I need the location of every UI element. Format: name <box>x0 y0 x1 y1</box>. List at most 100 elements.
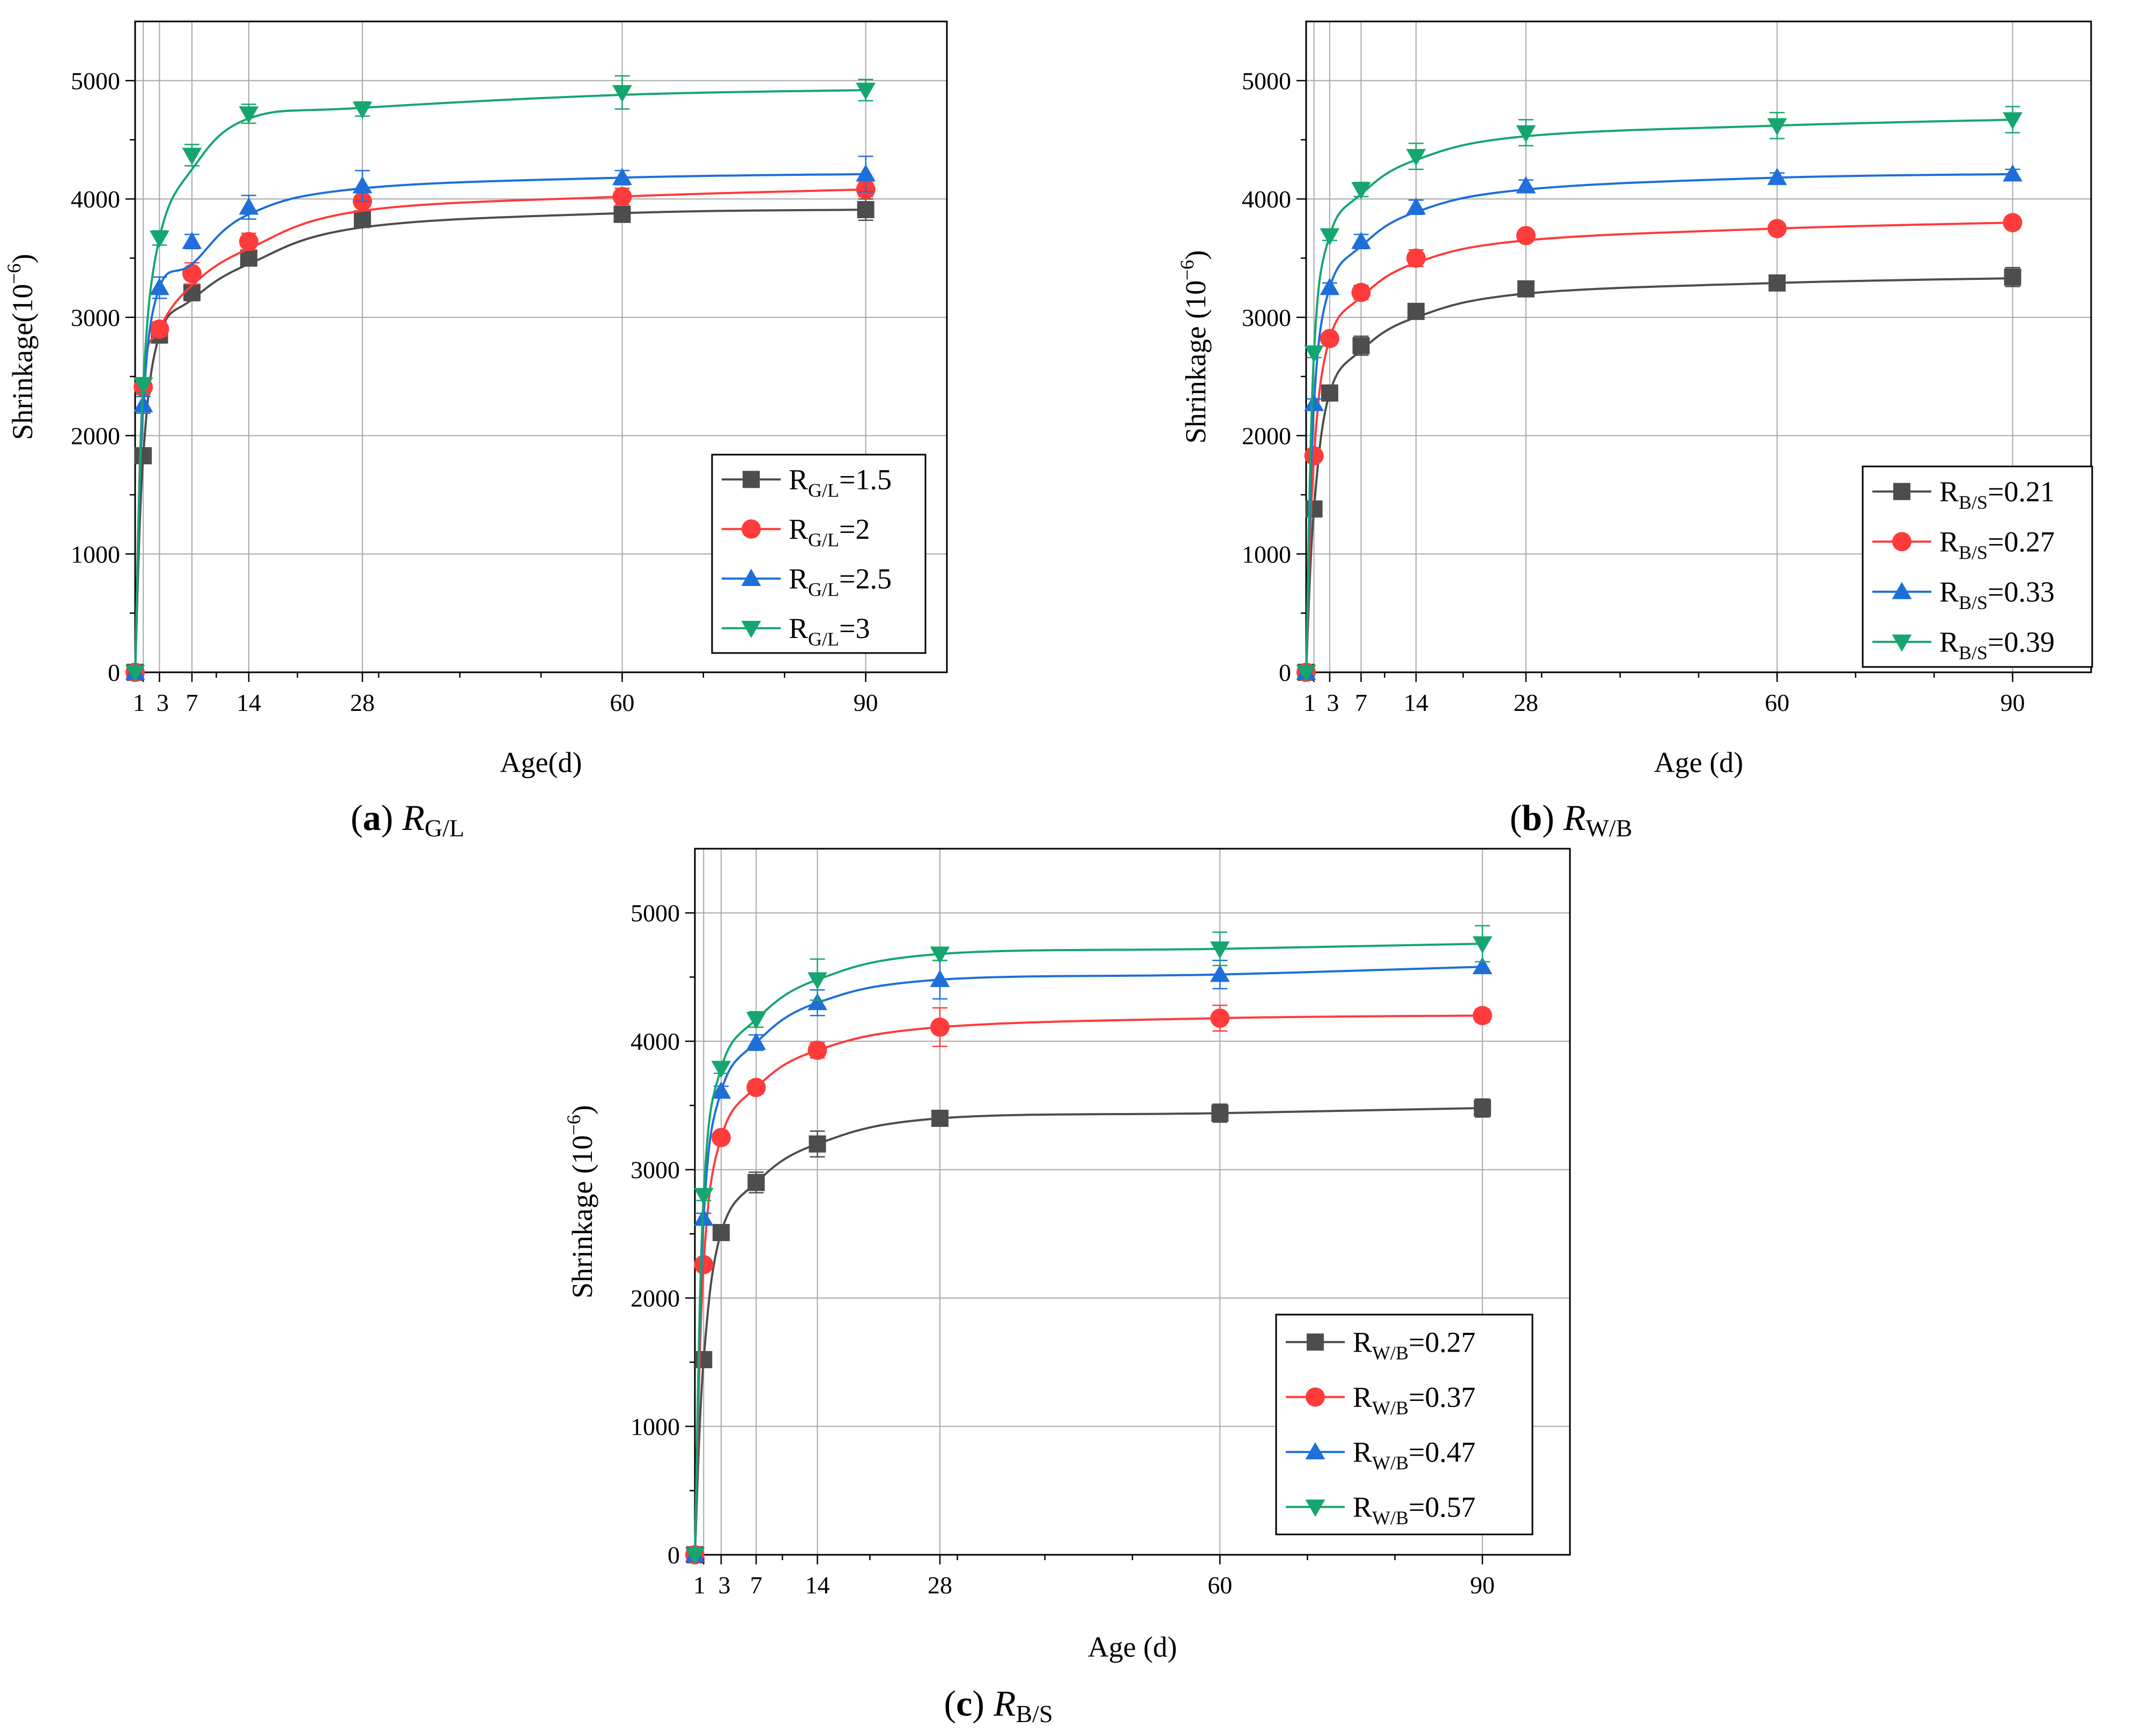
data-point <box>807 972 827 990</box>
x-tick-label: 90 <box>854 689 878 716</box>
legend-label-rest: =0.27 <box>1988 525 2055 558</box>
y-axis-title: Shrinkage (10−6) <box>563 1105 598 1299</box>
legend-label-sub: W/B <box>1372 1397 1409 1419</box>
data-point <box>353 210 371 228</box>
legend-label: RG/L=2 <box>789 513 870 551</box>
legend-marker <box>1893 483 1910 500</box>
x-tick-label: 7 <box>186 689 198 716</box>
data-point <box>711 1127 731 1147</box>
legend-label-sub: B/S <box>1959 492 1988 513</box>
legend-label-main: R <box>1939 626 1959 658</box>
y-tick-label: 2000 <box>71 422 120 450</box>
x-tick-label: 14 <box>805 1571 829 1599</box>
legend-label-sub: B/S <box>1959 592 1988 613</box>
data-point <box>711 1060 731 1078</box>
legend-label: RG/L=1.5 <box>789 463 892 501</box>
data-point <box>1320 278 1340 295</box>
legend-label-main: R <box>1939 576 1959 608</box>
x-tick-label: 60 <box>610 689 634 716</box>
legend-marker <box>741 568 761 587</box>
data-point <box>809 1135 826 1153</box>
data-point <box>182 232 202 249</box>
legend-label-rest: =1.5 <box>839 463 892 495</box>
y-axis-title-exponent: −6 <box>563 1115 584 1135</box>
legend-label-sub: W/B <box>1372 1452 1409 1473</box>
data-point <box>1767 219 1787 239</box>
data-point <box>150 231 169 248</box>
data-point <box>133 377 153 395</box>
y-axis-title: Shrinkage (10−6) <box>1176 250 1212 444</box>
legend-label-rest: =0.27 <box>1409 1326 1476 1358</box>
legend-label: RG/L=3 <box>789 612 870 650</box>
caption-letter: b <box>1522 797 1542 838</box>
legend-label: RB/S=0.21 <box>1939 476 2055 513</box>
data-point <box>930 969 950 988</box>
y-tick-label: 4000 <box>71 186 120 213</box>
legend-label: RW/B=0.57 <box>1353 1491 1476 1529</box>
data-point <box>1351 182 1371 199</box>
data-point <box>931 1109 949 1127</box>
legend-label-main: R <box>1353 1436 1372 1468</box>
data-point <box>150 319 169 339</box>
legend-label-sub: G/L <box>808 529 839 551</box>
data-point <box>712 1223 730 1241</box>
panel-caption: (c) RB/S <box>944 1683 1053 1727</box>
series-3 <box>125 75 876 682</box>
data-point <box>612 85 632 102</box>
data-point <box>1305 500 1323 518</box>
legend-label-rest: =0.39 <box>1988 626 2055 658</box>
data-point <box>857 201 875 218</box>
legend-label-rest: =0.33 <box>1988 576 2055 608</box>
data-point <box>2003 213 2022 233</box>
data-point <box>807 992 827 1011</box>
x-tick-label: 3 <box>718 1571 730 1599</box>
x-tick-label: 28 <box>928 1571 952 1599</box>
legend-label-rest: =0.47 <box>1409 1436 1476 1468</box>
legend-marker <box>1307 1333 1324 1351</box>
legend-label-sub: G/L <box>808 578 839 600</box>
legend-label: RB/S=0.39 <box>1939 626 2055 663</box>
data-point <box>150 278 169 295</box>
data-point <box>1472 1006 1492 1026</box>
x-tick-label: 28 <box>350 689 375 716</box>
legend-label-main: R <box>789 463 808 495</box>
y-axis-title-close: ) <box>566 1105 598 1115</box>
legend-label-rest: =0.21 <box>1988 476 2055 508</box>
legend-label: RB/S=0.33 <box>1939 576 2055 613</box>
legend-label: RB/S=0.27 <box>1939 525 2055 563</box>
caption-paren-close: ) <box>972 1683 994 1724</box>
chart-a: 1 3 7 14 28 60 90 0 1000 2000 3000 4000 5000 Age(d) Sh… <box>3 20 948 842</box>
y-axis-title-close: ) <box>1180 250 1212 260</box>
legend-marker <box>741 620 761 639</box>
data-point <box>1211 1104 1229 1122</box>
legend-label-rest: =2 <box>839 513 870 545</box>
legend-label: RW/B=0.27 <box>1353 1326 1476 1363</box>
legend-label-main: R <box>789 562 808 595</box>
data-point <box>1472 936 1493 954</box>
legend-label: RG/L=2.5 <box>789 562 892 600</box>
legend-label-sub: B/S <box>1959 642 1988 663</box>
data-point <box>1304 446 1324 466</box>
data-point <box>612 167 632 186</box>
y-tick-label: 1000 <box>1242 540 1291 568</box>
series-2 <box>1296 164 2022 680</box>
x-tick-label: 3 <box>1327 689 1339 716</box>
y-axis-title-main: Shrinkage (10 <box>1180 280 1212 443</box>
caption-paren-open: ( <box>351 797 363 838</box>
data-point <box>1304 394 1324 411</box>
legend-marker <box>1892 634 1912 652</box>
caption-paren-close: ) <box>381 797 403 838</box>
y-axis-title: Shrinkage(10−6) <box>3 254 39 440</box>
data-point <box>2004 268 2021 286</box>
data-point <box>685 1547 705 1565</box>
data-point <box>856 164 876 182</box>
data-point <box>1352 337 1370 354</box>
y-axis-title-exponent: −6 <box>1176 260 1198 280</box>
y-tick-label: 4000 <box>1242 186 1291 213</box>
data-point <box>1473 1099 1491 1117</box>
x-tick-label: 14 <box>236 689 261 716</box>
data-point <box>2003 164 2022 182</box>
legend: RG/L=1.5RG/L=2RG/L=2.5RG/L=3 <box>711 454 927 654</box>
